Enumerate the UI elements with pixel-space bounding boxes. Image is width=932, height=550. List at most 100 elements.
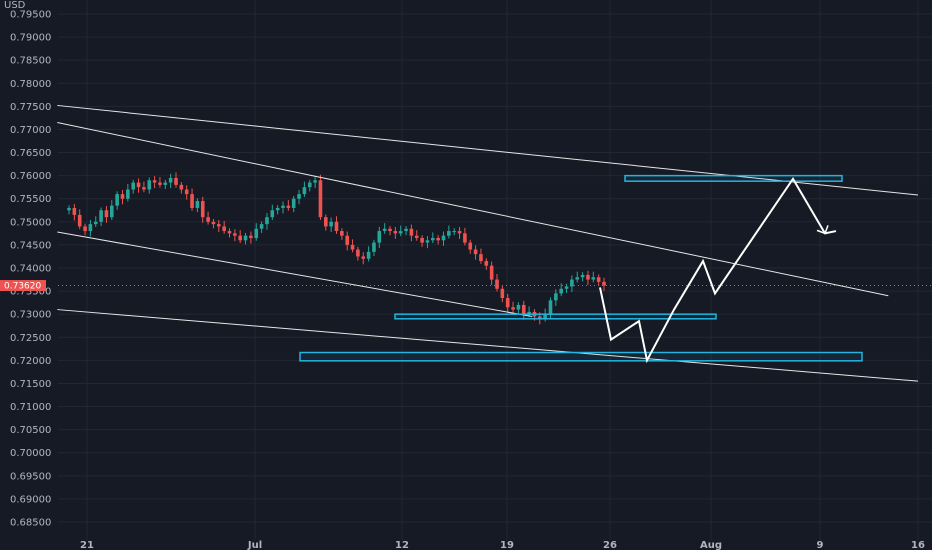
candle-body <box>463 233 467 243</box>
candle-body <box>340 231 344 236</box>
candle-body <box>554 293 558 301</box>
candle-body <box>329 221 333 227</box>
price-tick-label: 0.79500 <box>10 10 51 21</box>
candle-body <box>596 277 601 282</box>
forecast-path <box>599 177 837 364</box>
price-axis[interactable]: 0.79500 0.79000 0.78500 0.78000 0.77500 0.770… <box>10 10 51 529</box>
time-axis[interactable]: 21 Jul 12 19 26 Aug 9 16 <box>80 540 925 550</box>
candle-body <box>500 288 505 299</box>
candle-body <box>195 201 200 208</box>
candle-body <box>538 316 542 319</box>
candle-body <box>543 314 547 319</box>
candle-body <box>200 201 205 218</box>
candle-body <box>548 300 553 315</box>
candle-body <box>67 207 71 211</box>
candle-body <box>431 237 435 241</box>
candle-body <box>479 254 483 262</box>
candle-body <box>115 194 119 206</box>
candle-body <box>281 205 285 208</box>
drawings-layer[interactable] <box>57 104 919 382</box>
candle-body <box>88 224 93 232</box>
candle-body <box>126 189 130 199</box>
candle-body <box>511 307 515 310</box>
candle-body <box>265 217 269 225</box>
candle-body <box>190 194 194 208</box>
forecast-arrowhead <box>816 225 829 235</box>
candle-body <box>206 217 210 222</box>
trendline <box>57 309 919 382</box>
candle-body <box>505 298 510 308</box>
candle-body <box>409 228 414 236</box>
price-tick-label: 0.71000 <box>10 402 51 413</box>
candle-body <box>468 242 473 250</box>
price-tick-label: 0.69500 <box>10 471 51 482</box>
candle-body <box>93 221 98 225</box>
candle-body <box>275 207 280 211</box>
candle-body <box>179 184 184 190</box>
price-tick-label: 0.77000 <box>10 125 51 136</box>
candle-body <box>163 182 168 185</box>
candle-body <box>99 210 103 222</box>
price-tick-label: 0.76000 <box>10 171 51 182</box>
candle-body <box>233 233 237 236</box>
candle-body <box>136 182 141 188</box>
candle-body <box>104 210 109 218</box>
candle-body <box>420 237 424 243</box>
candle-body <box>307 182 312 188</box>
candle-body <box>393 231 398 234</box>
candle-body <box>414 235 419 238</box>
trendline <box>57 231 533 317</box>
candle-body <box>254 228 259 238</box>
candle-body <box>313 180 317 183</box>
time-tick-label: Jul <box>247 540 262 550</box>
trendline <box>57 104 919 196</box>
candle-body <box>345 235 349 245</box>
time-tick-label: 9 <box>817 540 824 550</box>
candle-body <box>227 231 232 234</box>
candle-body <box>270 210 275 218</box>
candle-body <box>527 311 531 315</box>
candle-body <box>217 224 221 227</box>
candle-body <box>564 286 569 289</box>
candle-body <box>398 231 403 234</box>
price-tick-label: 0.77500 <box>10 102 51 113</box>
candle-body <box>559 288 563 294</box>
price-tick-label: 0.73500 <box>10 287 51 298</box>
candle-body <box>110 205 114 218</box>
candle-body <box>372 242 376 252</box>
candle-body <box>377 231 382 243</box>
candle-body <box>366 251 371 259</box>
candle-body <box>222 226 226 232</box>
candle-body <box>211 221 216 225</box>
candle-body <box>356 249 360 257</box>
candle-body <box>516 304 521 310</box>
price-tick-label: 0.75500 <box>10 194 51 205</box>
candle-body <box>425 240 430 243</box>
candle-body <box>324 217 328 227</box>
candle-body <box>158 182 162 185</box>
current-price-tag: 0.73620 <box>0 280 46 292</box>
price-tick-label: 0.72000 <box>10 356 51 367</box>
candle-body <box>447 231 451 236</box>
price-tick-label: 0.69000 <box>10 494 51 505</box>
candle-body <box>174 177 178 185</box>
current-price-tag-box <box>0 280 46 292</box>
price-tick-label: 0.73000 <box>10 310 51 321</box>
time-tick-label: Aug <box>700 540 722 550</box>
candle-body <box>318 180 323 218</box>
price-tick-label: 0.78000 <box>10 79 51 90</box>
price-tick-label: 0.71500 <box>10 379 51 390</box>
candle-body <box>152 180 157 183</box>
candle-body <box>83 226 87 232</box>
candle-body <box>120 194 125 199</box>
candle-body <box>142 187 146 190</box>
candle-body <box>238 235 242 241</box>
candle-body <box>473 249 478 255</box>
candle-body <box>591 277 596 280</box>
support-resistance-zone <box>299 351 863 362</box>
time-tick-label: 19 <box>500 540 514 550</box>
candle-body <box>457 231 462 234</box>
candle-body <box>147 180 152 190</box>
